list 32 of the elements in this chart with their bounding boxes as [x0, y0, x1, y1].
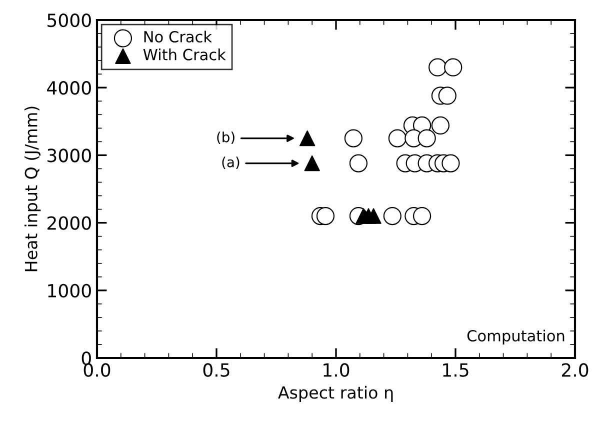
- point: [299, 130, 316, 146]
- annotation: Computation: [467, 330, 564, 344]
- point: [344, 129, 363, 148]
- point: [438, 86, 456, 105]
- point: [316, 206, 335, 226]
- point: [444, 58, 462, 76]
- y-tick-label: 5000: [48, 13, 91, 28]
- point: [442, 154, 460, 172]
- y-tick-label: 2000: [48, 216, 91, 230]
- point: [366, 208, 382, 224]
- x-tick-label: 0.5: [203, 363, 230, 377]
- point: [428, 58, 447, 76]
- y-axis-title: Heat input Q (J/mm): [24, 106, 41, 272]
- x-axis-title: Aspect ratio η: [278, 386, 393, 402]
- legend-label: With Crack: [143, 48, 226, 60]
- legend-label: No Crack: [144, 30, 212, 43]
- x-tick-label: 1.5: [443, 363, 468, 377]
- point: [388, 129, 406, 148]
- x-tick-label: 0.0: [84, 363, 110, 377]
- y-tick-label: 3000: [48, 148, 91, 162]
- point: [383, 206, 402, 226]
- point: [304, 155, 320, 172]
- y-tick-label: 4000: [47, 81, 91, 95]
- x-tick-label: 2.0: [562, 363, 588, 377]
- y-tick-label: 1000: [48, 284, 91, 298]
- annotation: (b): [217, 132, 234, 144]
- point: [431, 116, 450, 135]
- point: [418, 129, 436, 148]
- annotation: (a): [222, 156, 240, 169]
- point: [412, 206, 432, 226]
- point: [349, 154, 368, 172]
- x-tick-label: 1.0: [324, 363, 350, 377]
